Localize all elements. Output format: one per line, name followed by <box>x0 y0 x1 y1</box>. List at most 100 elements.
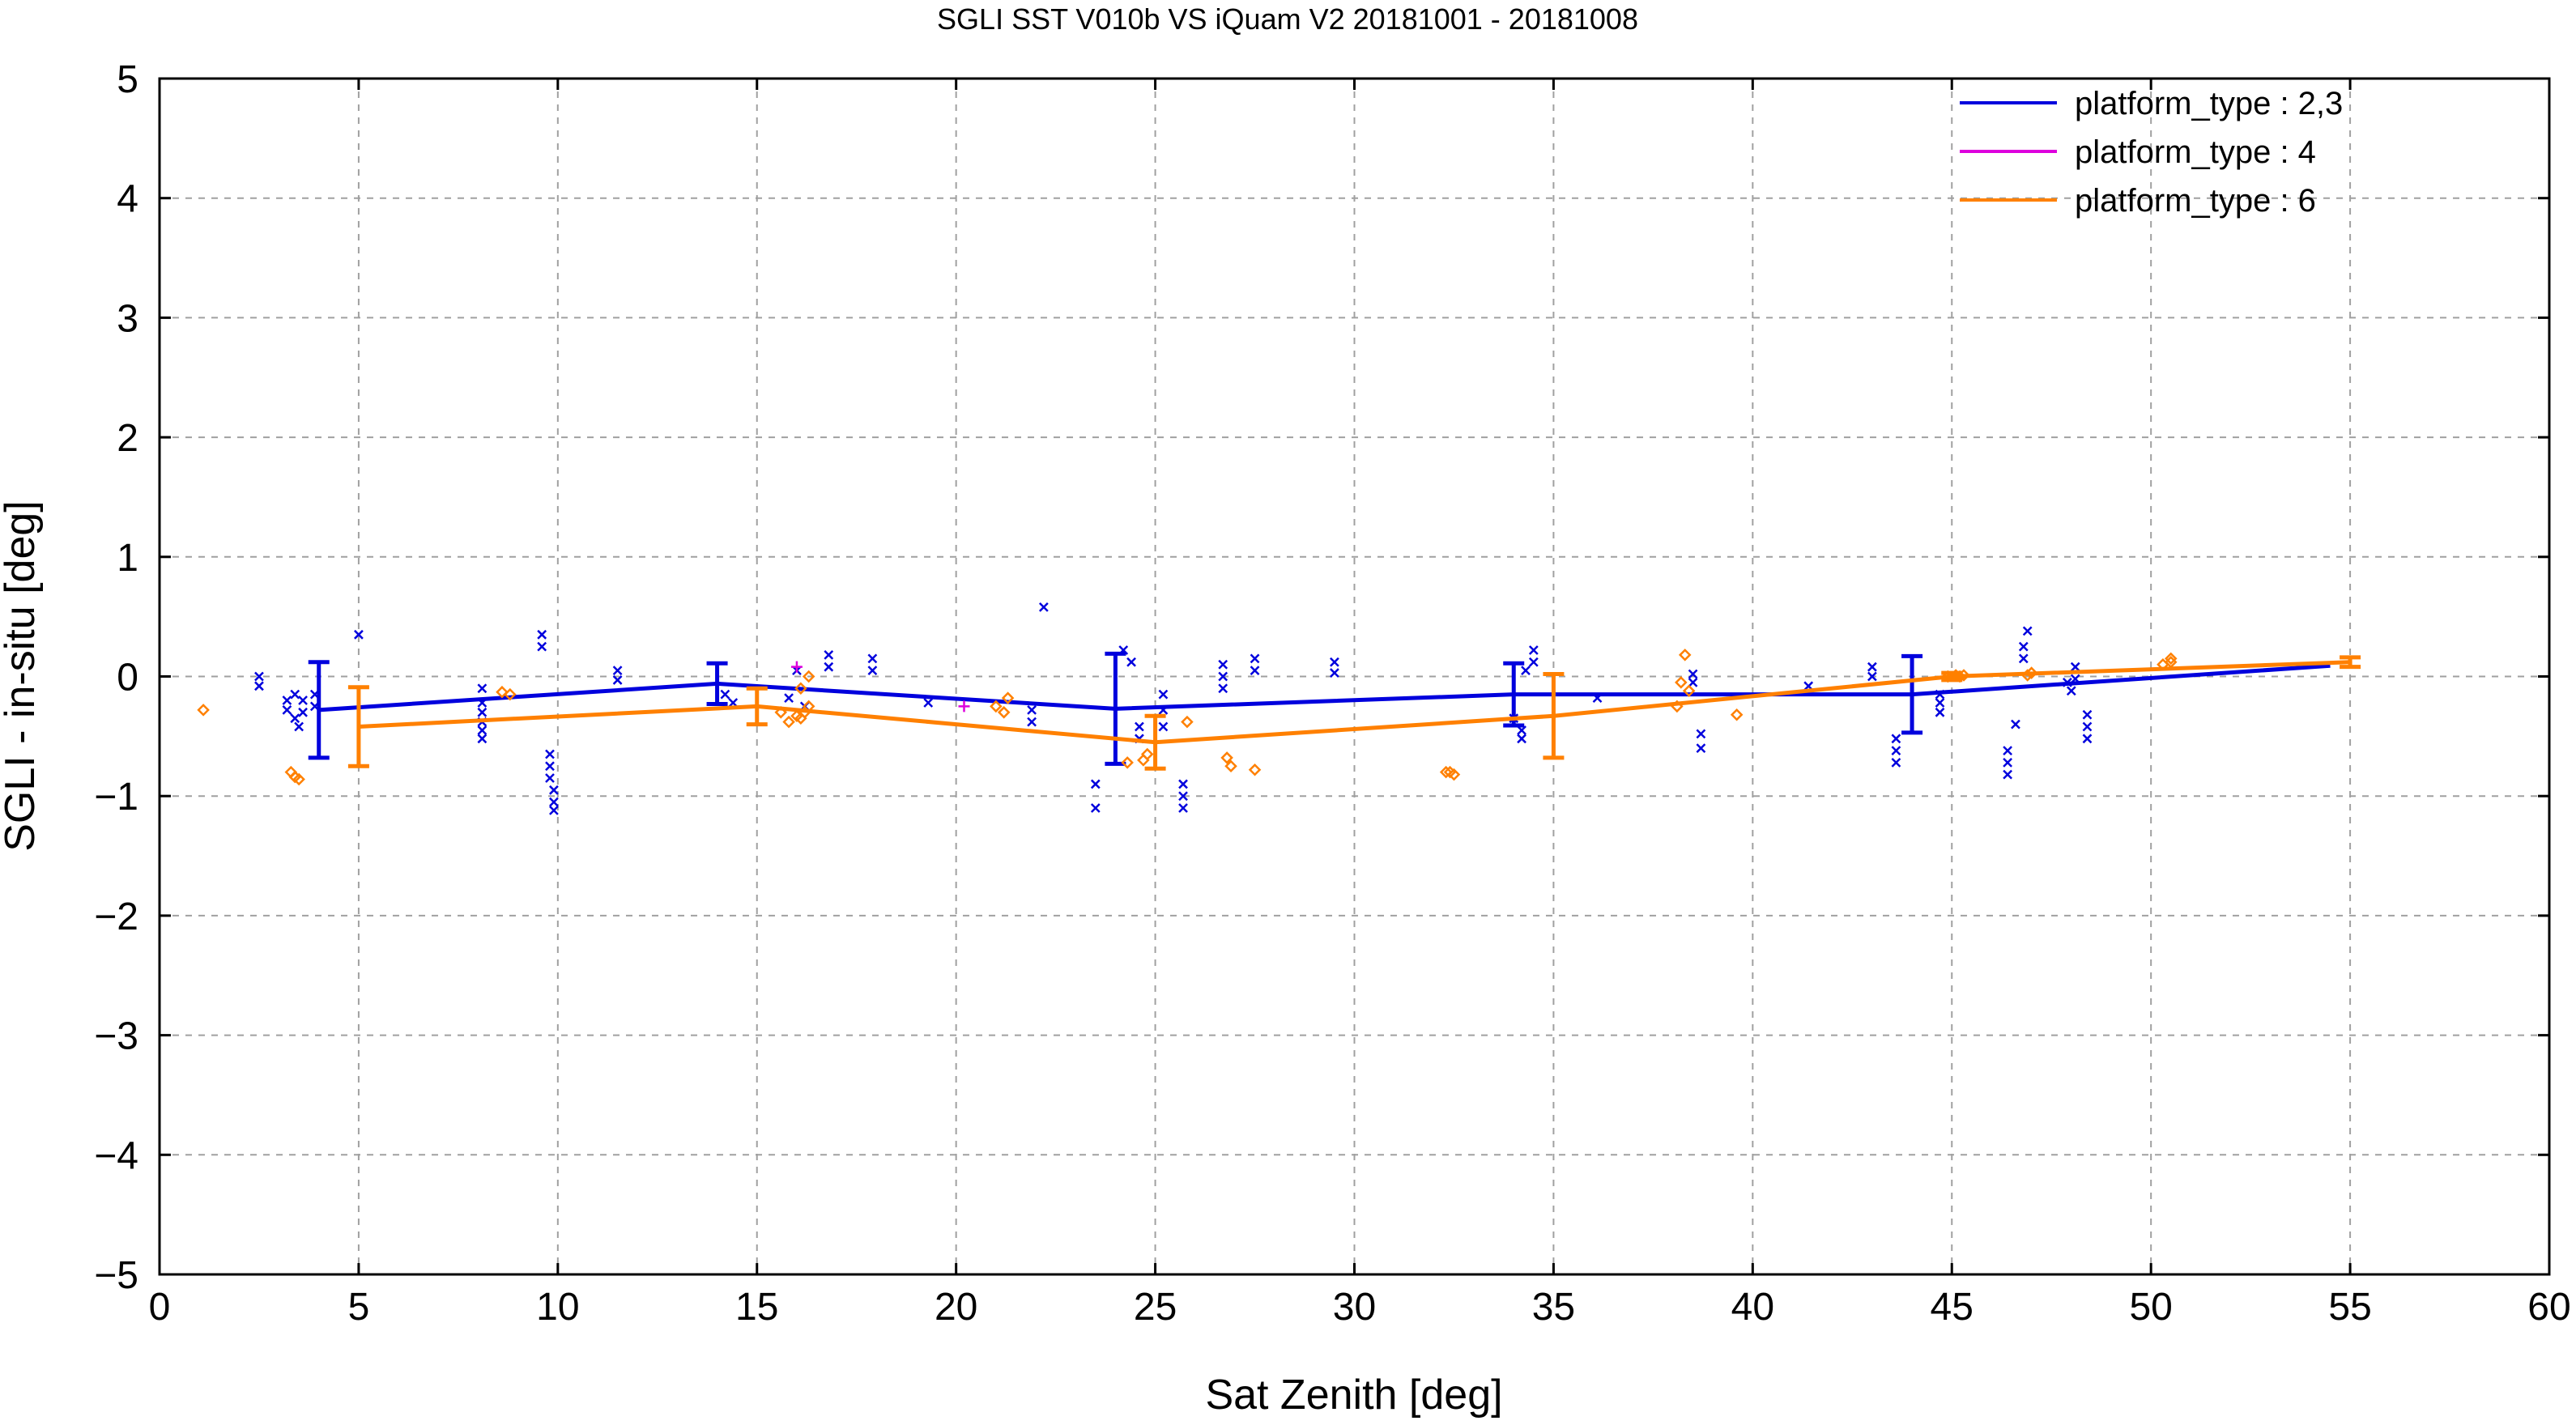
data-point <box>1250 653 1260 664</box>
x-tick-label: 0 <box>149 1286 171 1329</box>
legend-label: platform_type : 4 <box>2075 134 2316 170</box>
x-tick-label: 15 <box>735 1286 778 1329</box>
data-point <box>477 683 488 694</box>
data-point <box>2011 719 2020 730</box>
y-tick-label: −1 <box>94 776 138 819</box>
data-point <box>2164 652 2178 666</box>
y-tick-label: 5 <box>117 58 138 101</box>
data-point <box>549 797 559 807</box>
data-point <box>824 661 834 672</box>
y-tick-label: −4 <box>94 1134 138 1177</box>
data-point <box>824 650 834 660</box>
data-point <box>1038 602 1049 612</box>
data-point <box>2018 653 2029 664</box>
x-tick-label: 10 <box>536 1286 579 1329</box>
data-point <box>1696 729 1706 739</box>
data-point <box>537 629 547 640</box>
data-point <box>197 704 210 717</box>
data-point <box>1121 756 1134 769</box>
data-point <box>1224 759 1237 773</box>
data-point <box>549 785 559 795</box>
data-point <box>254 671 264 682</box>
data-point <box>254 681 264 691</box>
chart-title: SGLI SST V010b VS iQuam V2 20181001 - 20… <box>937 2 1638 36</box>
data-point <box>549 806 559 815</box>
data-point <box>1330 668 1339 678</box>
y-tick-label: 0 <box>117 657 138 700</box>
data-point <box>782 715 795 729</box>
data-point <box>545 773 555 783</box>
grid <box>160 79 2549 1274</box>
data-point <box>1126 657 1136 667</box>
y-tick-label: −3 <box>94 1015 138 1058</box>
legend-label: platform_type : 2,3 <box>2075 86 2343 121</box>
data-point <box>1517 725 1526 735</box>
data-point <box>867 666 878 675</box>
y-tick-label: 3 <box>117 297 138 340</box>
x-tick-label: 30 <box>1333 1286 1376 1329</box>
x-tick-label: 20 <box>935 1286 977 1329</box>
x-tick-label: 35 <box>1532 1286 1575 1329</box>
legend-label: platform_type : 6 <box>2075 183 2316 219</box>
x-tick-label: 55 <box>2328 1286 2371 1329</box>
data-point <box>282 704 292 715</box>
data-point <box>2066 686 2076 696</box>
data-point <box>1178 791 1188 802</box>
series-line <box>318 663 2331 712</box>
data-point <box>1218 659 1228 670</box>
data-point <box>1935 698 1945 708</box>
data-point <box>1730 708 1744 721</box>
data-point <box>504 687 517 701</box>
x-tick-label: 5 <box>348 1286 370 1329</box>
data-point <box>2003 746 2012 755</box>
data-point <box>1250 666 1260 675</box>
data-point <box>1678 649 1692 661</box>
data-point <box>354 629 364 640</box>
y-tick-label: 1 <box>117 537 138 580</box>
data-point <box>990 700 1003 713</box>
data-point <box>790 661 803 673</box>
data-point <box>720 689 730 700</box>
error-bar <box>1901 653 1923 735</box>
x-tick-label: 45 <box>1931 1286 1974 1329</box>
data-point <box>290 689 300 700</box>
data-point <box>1891 734 1901 744</box>
data-point <box>794 682 807 695</box>
plot-frame <box>158 77 2551 1276</box>
data-point <box>1001 691 1015 704</box>
data-point <box>292 772 305 786</box>
data-point <box>2082 709 2093 720</box>
error-bar <box>1144 713 1166 771</box>
error-bar <box>1941 670 1963 683</box>
data-point <box>1682 684 1696 697</box>
x-tick-label: 60 <box>2527 1286 2570 1329</box>
y-tick-label: −2 <box>94 895 138 938</box>
data-point <box>1439 765 1453 779</box>
data-point <box>997 706 1011 719</box>
series <box>197 602 2361 815</box>
data-point <box>1248 763 1262 776</box>
data-point <box>923 698 934 708</box>
data-point <box>1135 721 1144 732</box>
data-point <box>1688 669 1698 679</box>
data-point <box>298 707 308 717</box>
data-point <box>545 749 555 759</box>
data-point <box>2082 721 2093 732</box>
data-point <box>1867 671 1877 682</box>
data-point <box>477 725 488 735</box>
data-point <box>1891 757 1901 768</box>
data-point <box>1330 657 1339 667</box>
error-bar <box>746 686 768 727</box>
data-point <box>1528 645 1539 655</box>
y-axis-label: SGLI - in-situ [deg] <box>0 500 44 852</box>
data-point <box>1158 721 1169 732</box>
y-tick-label: −5 <box>94 1254 138 1297</box>
data-point <box>1528 657 1539 667</box>
data-point <box>1158 689 1169 700</box>
data-point <box>545 761 555 772</box>
error-bar <box>1543 672 1565 760</box>
data-point <box>1181 715 1194 729</box>
